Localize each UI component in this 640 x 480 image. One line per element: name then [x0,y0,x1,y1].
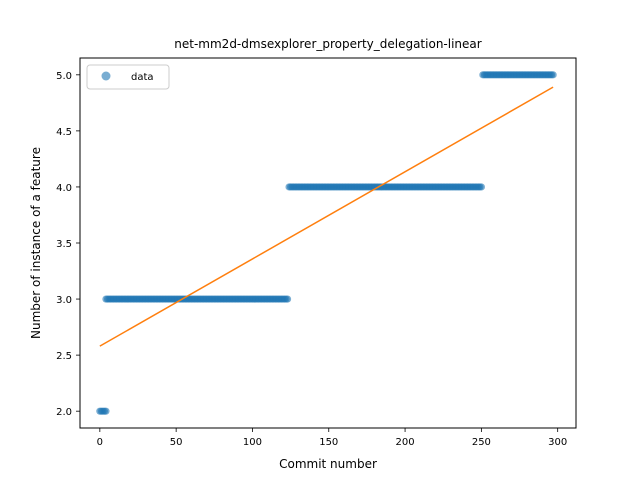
y-tick-label: 3.5 [56,239,72,250]
data-point [102,407,110,415]
y-tick-label: 3.0 [56,295,72,306]
data-point [283,295,292,303]
y-axis: 2.0 2.5 3.0 3.5 4.0 4.5 5.0 [56,71,80,418]
x-tick-label: 100 [243,437,262,448]
x-tick-label: 250 [472,437,491,448]
x-tick-label: 150 [319,437,338,448]
x-tick-label: 200 [396,437,415,448]
x-tick-label: 300 [548,437,567,448]
data-point [477,183,485,191]
y-axis-label: Number of instance of a feature [29,147,43,339]
legend-marker [101,71,111,81]
y-tick-label: 2.0 [56,407,72,418]
y-tick-label: 4.5 [56,127,72,138]
y-tick-label: 2.5 [56,351,72,362]
y-tick-label: 4.0 [56,183,72,194]
x-tick-label: 0 [97,437,103,448]
legend: data [86,64,170,90]
chart-title: net-mm2d-dmsexplorer_property_delegation… [174,37,481,51]
y-tick-label: 5.0 [56,71,72,82]
x-tick-label: 50 [170,437,183,448]
plot-area [96,71,557,415]
x-axis-label: Commit number [279,457,377,471]
legend-label: data [131,72,154,83]
fit-line [99,86,554,347]
data-point [549,71,557,79]
x-axis: 0 50 100 150 200 250 300 [97,428,567,448]
legend-box [86,64,170,90]
